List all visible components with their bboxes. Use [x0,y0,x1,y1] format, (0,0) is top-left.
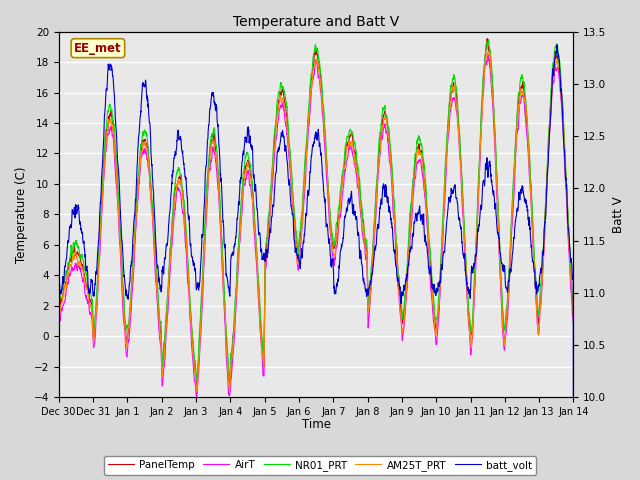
batt_volt [342,212,349,218]
Line: NR01_PRT: NR01_PRT [59,39,573,381]
AM25T_PRT [539,266,547,272]
X-axis label: Time: Time [301,419,331,432]
batt_volt [538,255,546,261]
AirT [539,270,547,276]
batt_volt [198,235,206,240]
AM25T_PRT [342,155,350,160]
AM25T_PRT [198,283,206,289]
AirT [198,301,206,307]
NR01_PRT [484,36,492,42]
PanelTemp [331,244,339,250]
AirT [484,52,492,58]
Line: PanelTemp: PanelTemp [59,38,573,385]
AirT [331,255,339,261]
NR01_PRT [193,378,200,384]
Y-axis label: Temperature (C): Temperature (C) [15,166,28,263]
AM25T_PRT [55,318,63,324]
AM25T_PRT [193,389,200,395]
AirT [55,325,63,331]
PanelTemp [55,314,63,320]
AM25T_PRT [331,253,339,259]
Legend: PanelTemp, AirT, NR01_PRT, AM25T_PRT, batt_volt: PanelTemp, AirT, NR01_PRT, AM25T_PRT, ba… [104,456,536,475]
PanelTemp [198,291,206,297]
AM25T_PRT [466,327,474,333]
AirT [342,164,350,169]
AirT [525,156,532,161]
NR01_PRT [466,314,474,320]
AirT [193,396,200,401]
AirT [570,322,577,328]
NR01_PRT [570,311,577,316]
PanelTemp [342,146,350,152]
NR01_PRT [55,308,63,313]
NR01_PRT [525,137,532,143]
AM25T_PRT [570,316,577,322]
PanelTemp [483,36,491,41]
AM25T_PRT [525,146,532,152]
batt_volt [465,288,473,294]
PanelTemp [570,317,577,323]
Title: Temperature and Batt V: Temperature and Batt V [233,15,399,29]
NR01_PRT [198,275,206,280]
NR01_PRT [331,237,339,243]
Line: AirT: AirT [59,55,573,398]
Line: AM25T_PRT: AM25T_PRT [59,51,573,392]
Line: batt_volt: batt_volt [59,45,573,480]
batt_volt [524,215,532,220]
PanelTemp [466,320,474,325]
PanelTemp [525,143,532,149]
PanelTemp [539,263,547,268]
NR01_PRT [539,255,547,261]
AM25T_PRT [484,48,492,54]
Y-axis label: Batt V: Batt V [612,196,625,233]
PanelTemp [226,383,234,388]
Text: EE_met: EE_met [74,42,122,55]
NR01_PRT [342,142,350,147]
batt_volt [553,42,561,48]
batt_volt [331,291,339,297]
AirT [466,329,474,335]
